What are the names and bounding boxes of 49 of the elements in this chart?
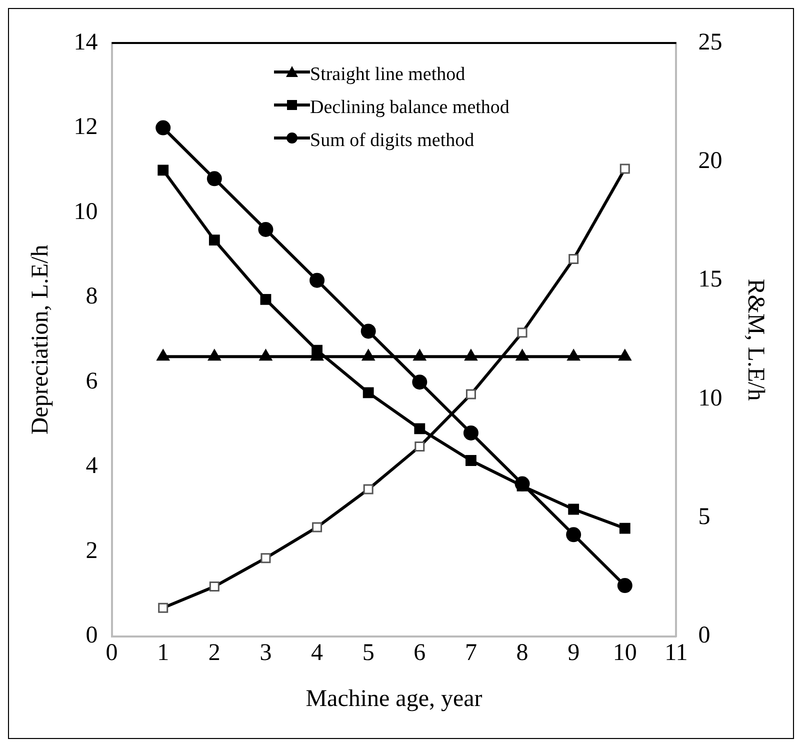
point	[156, 120, 171, 136]
x-tick-label: 1	[157, 640, 170, 666]
y2-tick-label: 25	[698, 29, 722, 56]
point	[463, 425, 478, 440]
x-tick-label: 3	[260, 640, 272, 666]
y-tick-label: 4	[86, 453, 98, 480]
point	[260, 294, 272, 305]
y2-tick-label: 15	[698, 266, 722, 293]
point	[206, 171, 222, 186]
y2-tick-label: 5	[698, 504, 710, 530]
point	[158, 164, 169, 176]
point	[619, 522, 630, 534]
y-tick-label: 14	[74, 29, 98, 56]
y-tick-label: 2	[86, 538, 98, 564]
y-tick-label: 8	[86, 284, 98, 310]
point	[617, 578, 632, 594]
y-tick-label: 6	[86, 368, 98, 394]
x-axis-title: Machine age, year	[306, 686, 482, 712]
y-tick-label: 10	[74, 198, 98, 225]
x-tick-label: 9	[568, 640, 580, 666]
x-tick-label: 7	[464, 640, 477, 666]
x-tick-label: 4	[311, 640, 324, 666]
point	[414, 423, 426, 434]
point	[566, 527, 582, 542]
legend-label: Declining balance method	[310, 97, 510, 118]
point	[310, 272, 325, 288]
y2-axis-title: R&M, L.E/h	[742, 278, 768, 401]
y2-tick-label: 10	[698, 385, 722, 412]
x-tick-label: 0	[106, 640, 118, 666]
y2-tick-label: 20	[698, 148, 722, 174]
y-axis-title: Depreciation, L.E/h	[28, 244, 54, 435]
point	[412, 374, 428, 390]
x-tick-label: 6	[414, 640, 426, 666]
x-tick-label: 10	[612, 640, 637, 666]
x-tick-label: 5	[362, 640, 374, 666]
point	[362, 387, 374, 398]
legend-label: Sum of digits method	[310, 130, 476, 151]
x-tick-label: 8	[516, 640, 528, 666]
point	[568, 504, 580, 515]
y-tick-label: 12	[74, 114, 98, 140]
point	[360, 324, 376, 339]
point	[208, 234, 220, 246]
x-tick-label: 2	[208, 640, 220, 666]
legend-label: Straight line method	[310, 64, 466, 85]
point	[466, 455, 476, 466]
y2-tick-label: 0	[698, 622, 710, 649]
x-tick-label: 11	[664, 640, 688, 666]
y-tick-label: 0	[86, 622, 98, 649]
point	[258, 222, 274, 237]
